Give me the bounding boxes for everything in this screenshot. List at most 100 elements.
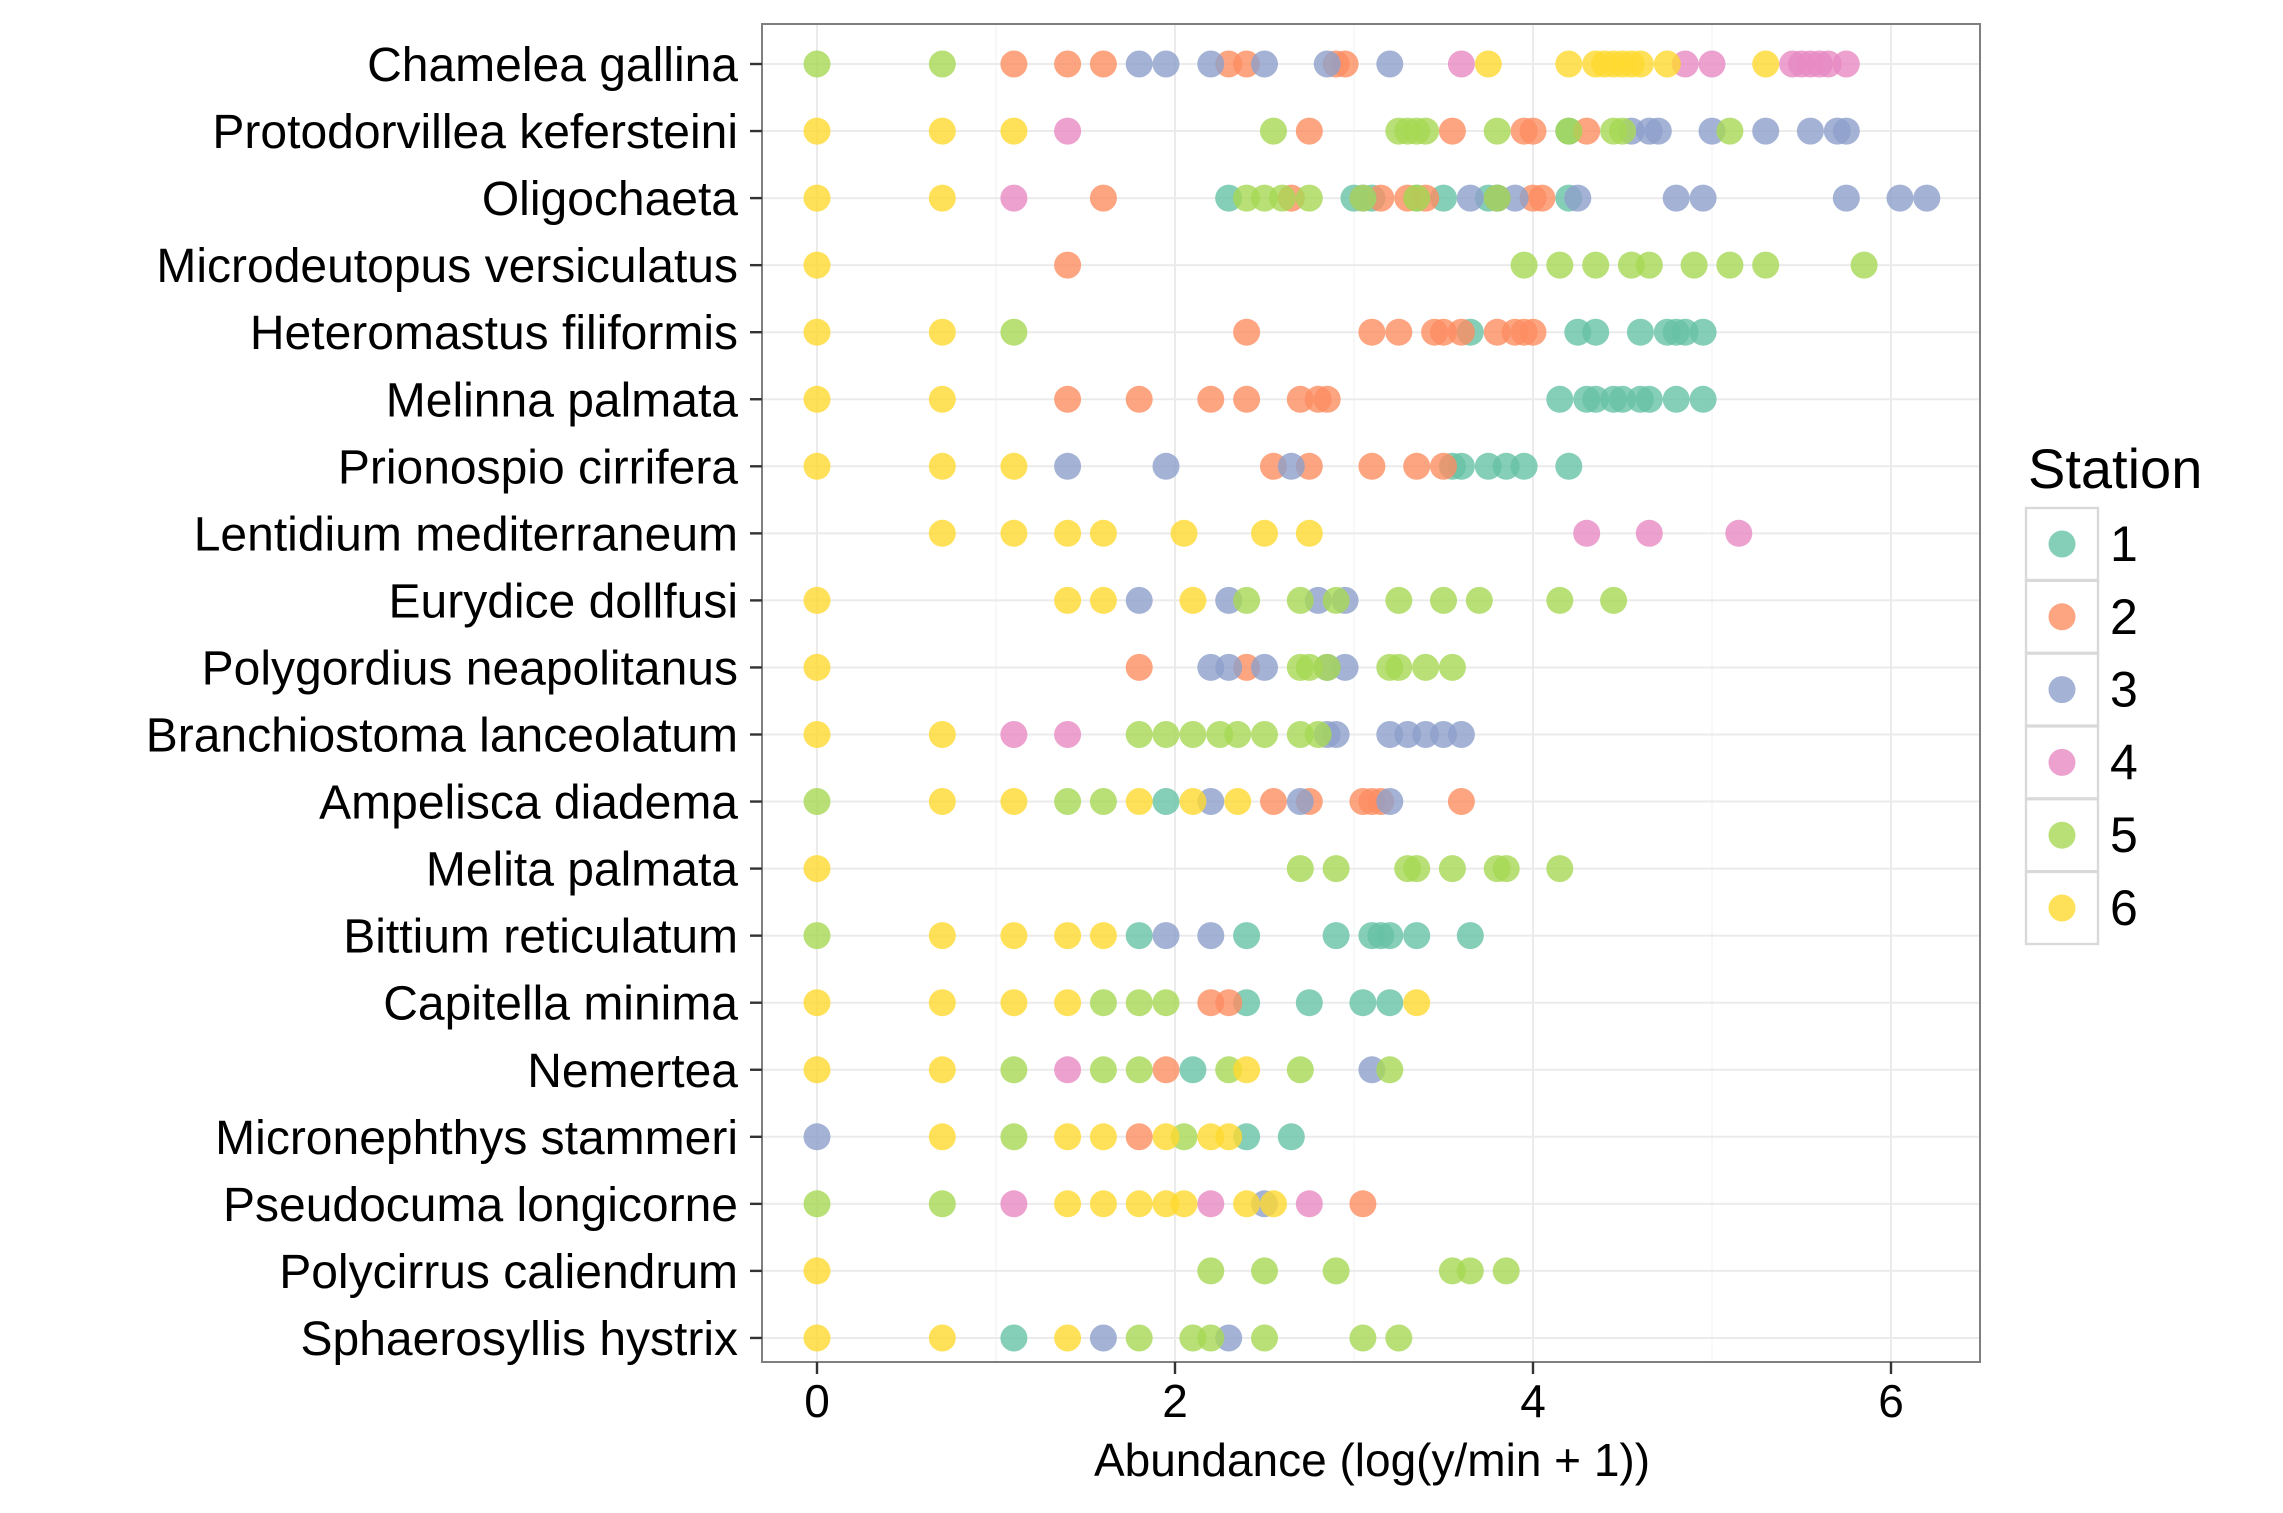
data-point-station-3 bbox=[1054, 452, 1082, 480]
data-point-station-3 bbox=[1089, 1324, 1117, 1352]
data-point-station-6 bbox=[1653, 50, 1681, 78]
data-point-station-2 bbox=[1358, 318, 1386, 346]
data-point-station-2 bbox=[1385, 318, 1413, 346]
data-point-station-3 bbox=[1152, 922, 1180, 950]
y-tick-label: Polygordius neapolitanus bbox=[202, 642, 738, 695]
data-point-station-2 bbox=[1054, 251, 1082, 279]
legend-swatch-2 bbox=[2048, 603, 2076, 631]
data-point-station-5 bbox=[1000, 1123, 1028, 1151]
data-point-station-6 bbox=[1752, 50, 1780, 78]
data-point-station-6 bbox=[928, 385, 956, 413]
legend-swatch-3 bbox=[2048, 676, 2076, 704]
data-point-station-3 bbox=[803, 1123, 831, 1151]
data-point-station-6 bbox=[1000, 519, 1028, 547]
data-point-station-6 bbox=[803, 1056, 831, 1084]
x-tick-label: 6 bbox=[1878, 1375, 1904, 1427]
data-point-station-5 bbox=[1412, 117, 1440, 145]
data-point-station-5 bbox=[1313, 653, 1341, 681]
data-point-station-3 bbox=[1376, 788, 1404, 815]
legend-title: Station bbox=[2028, 437, 2202, 500]
data-point-station-5 bbox=[1322, 586, 1350, 614]
data-point-station-3 bbox=[1286, 788, 1314, 815]
data-point-station-5 bbox=[928, 50, 956, 78]
data-point-station-3 bbox=[1376, 50, 1404, 78]
data-point-station-1 bbox=[1662, 385, 1690, 413]
data-point-station-2 bbox=[1519, 318, 1547, 346]
data-point-station-2 bbox=[1000, 50, 1028, 78]
data-point-station-4 bbox=[1000, 721, 1028, 748]
data-point-station-2 bbox=[1152, 1056, 1180, 1084]
data-point-station-2 bbox=[1054, 385, 1082, 413]
legend: Station 1 2 3 4 5 6 bbox=[2024, 437, 2202, 946]
data-point-station-5 bbox=[1850, 251, 1878, 279]
legend-swatch-6 bbox=[2048, 894, 2076, 922]
data-point-station-3 bbox=[1644, 117, 1672, 145]
data-point-station-5 bbox=[1716, 117, 1744, 145]
data-point-station-6 bbox=[1474, 50, 1502, 78]
data-point-station-5 bbox=[1635, 251, 1663, 279]
data-point-station-1 bbox=[1689, 385, 1717, 413]
data-point-station-5 bbox=[1233, 586, 1261, 614]
data-point-station-1 bbox=[1403, 922, 1431, 950]
legend-swatch-1 bbox=[2048, 530, 2076, 558]
data-point-station-5 bbox=[1438, 653, 1466, 681]
data-point-station-6 bbox=[803, 855, 831, 883]
data-point-station-5 bbox=[1510, 251, 1538, 279]
data-point-station-5 bbox=[1546, 251, 1574, 279]
data-point-station-3 bbox=[1125, 586, 1153, 614]
data-point-station-5 bbox=[1430, 586, 1457, 614]
data-point-station-5 bbox=[1752, 251, 1780, 279]
data-point-station-2 bbox=[1125, 653, 1153, 681]
data-point-station-5 bbox=[1680, 251, 1708, 279]
data-point-station-3 bbox=[1125, 50, 1153, 78]
data-point-station-6 bbox=[1054, 586, 1082, 614]
data-point-station-6 bbox=[1089, 1190, 1117, 1218]
data-point-station-5 bbox=[1322, 1257, 1350, 1285]
data-point-station-6 bbox=[1054, 1190, 1082, 1218]
data-point-station-5 bbox=[1546, 855, 1574, 883]
data-point-station-1 bbox=[1000, 1324, 1028, 1352]
y-tick-label: Prionospio cirrifera bbox=[338, 441, 738, 494]
data-point-station-2 bbox=[1125, 1123, 1153, 1151]
data-point-station-5 bbox=[1385, 586, 1413, 614]
data-point-station-5 bbox=[1125, 1056, 1153, 1084]
data-point-station-6 bbox=[928, 519, 956, 547]
data-point-station-1 bbox=[1152, 788, 1180, 815]
data-point-station-6 bbox=[1125, 1190, 1153, 1218]
data-point-station-2 bbox=[1403, 452, 1431, 480]
data-point-station-6 bbox=[928, 184, 956, 212]
data-point-station-5 bbox=[1492, 1257, 1520, 1285]
data-point-station-2 bbox=[1438, 117, 1466, 145]
data-point-station-6 bbox=[803, 721, 831, 748]
data-point-station-6 bbox=[803, 1257, 831, 1285]
data-point-station-1 bbox=[1295, 989, 1323, 1017]
data-point-station-6 bbox=[803, 385, 831, 413]
data-point-station-2 bbox=[1260, 788, 1287, 815]
data-point-station-6 bbox=[1054, 1123, 1082, 1151]
data-point-station-2 bbox=[1054, 50, 1082, 78]
data-point-station-1 bbox=[1635, 385, 1663, 413]
x-axis-title: Abundance (log(y/min + 1)) bbox=[1094, 1434, 1650, 1486]
data-point-station-3 bbox=[1313, 50, 1341, 78]
data-point-station-1 bbox=[1689, 318, 1717, 346]
y-tick-label: Nemertea bbox=[527, 1045, 738, 1098]
y-tick-label: Micronephthys stammeri bbox=[215, 1112, 738, 1165]
y-tick-label: Eurydice dollfusi bbox=[389, 575, 739, 628]
data-point-station-5 bbox=[1555, 117, 1583, 145]
data-point-station-5 bbox=[1152, 721, 1180, 748]
data-point-station-5 bbox=[1304, 721, 1332, 748]
data-point-station-3 bbox=[1689, 184, 1717, 212]
data-point-station-2 bbox=[1089, 50, 1117, 78]
data-point-station-5 bbox=[1089, 1056, 1117, 1084]
data-point-station-5 bbox=[1492, 855, 1520, 883]
x-tick-label: 4 bbox=[1520, 1375, 1546, 1427]
data-point-station-5 bbox=[1456, 1257, 1484, 1285]
data-point-station-2 bbox=[1447, 318, 1475, 346]
data-point-station-1 bbox=[1349, 989, 1377, 1017]
data-point-station-5 bbox=[1268, 184, 1296, 212]
data-point-station-3 bbox=[1152, 452, 1180, 480]
data-point-station-2 bbox=[1528, 184, 1556, 212]
data-point-station-6 bbox=[1179, 788, 1207, 815]
